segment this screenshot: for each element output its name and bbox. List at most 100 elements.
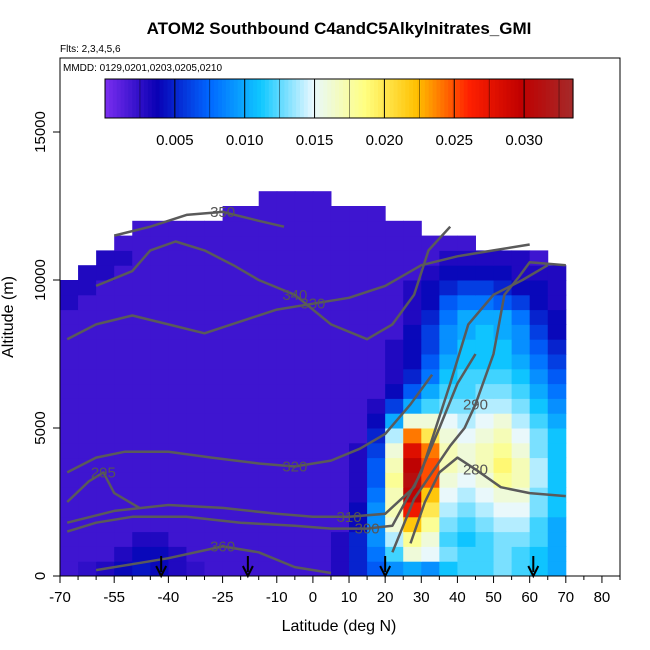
heatmap-cell	[385, 354, 404, 370]
heatmap-cell	[132, 265, 151, 281]
heatmap-cell	[421, 339, 440, 355]
heatmap-cell	[168, 457, 187, 473]
heatmap-cell	[132, 428, 151, 444]
heatmap-cell	[330, 457, 350, 473]
heatmap-cell	[204, 309, 224, 325]
heatmap-cell	[547, 546, 567, 562]
heatmap-cell	[222, 265, 242, 281]
heatmap-cell	[330, 546, 350, 562]
heatmap-cell	[222, 280, 242, 296]
heatmap-cell	[150, 561, 169, 577]
heatmap-cell	[240, 487, 260, 503]
heatmap-cell	[475, 428, 495, 444]
heatmap-cell	[78, 413, 97, 429]
heatmap-cell	[132, 235, 151, 251]
heatmap-cell	[511, 457, 531, 473]
heatmap-cell	[276, 368, 296, 385]
colorbar-segment	[159, 79, 165, 118]
heatmap-cell	[168, 487, 187, 503]
colorbar-segment	[303, 79, 309, 118]
heatmap-cell	[493, 502, 513, 518]
heatmap-cell	[511, 354, 531, 370]
colorbar-segment	[128, 79, 133, 118]
colorbar-segment	[311, 79, 317, 118]
colorbar-segment	[561, 79, 566, 118]
heatmap-cell	[529, 457, 549, 473]
heatmap-cell	[493, 561, 513, 577]
heatmap-cell	[385, 294, 404, 311]
colorbar-segment	[222, 79, 227, 118]
heatmap-cell	[240, 368, 260, 385]
heatmap-cell	[439, 531, 458, 547]
heatmap-cell	[312, 324, 332, 340]
heatmap-cell	[475, 413, 495, 429]
heatmap-cell	[114, 531, 133, 547]
heatmap-cell	[330, 368, 350, 385]
heatmap-cell	[240, 442, 260, 459]
heatmap-cell	[222, 472, 242, 488]
heatmap-cell	[258, 502, 278, 518]
colorbar-segment	[424, 79, 430, 118]
heatmap-cell	[204, 428, 224, 444]
heatmap-cell	[186, 368, 206, 385]
heatmap-cell	[493, 383, 513, 399]
heatmap-cell	[475, 250, 495, 266]
heatmap-cell	[457, 280, 476, 296]
heatmap-cell	[547, 368, 567, 385]
heatmap-cell	[60, 531, 79, 547]
colorbar-segment	[241, 79, 246, 118]
heatmap-cell	[222, 413, 242, 429]
heatmap-cell	[168, 398, 187, 414]
colorbar-segment	[292, 79, 297, 118]
heatmap-cell	[132, 354, 151, 370]
heatmap-cell	[258, 442, 278, 459]
heatmap-cell	[150, 324, 169, 340]
heatmap-cell	[421, 294, 440, 311]
heatmap-cell	[294, 339, 314, 355]
y-tick-label: 15000	[32, 111, 49, 153]
heatmap-cell	[78, 398, 97, 414]
colorbar-segment	[124, 79, 129, 118]
heatmap-cell	[367, 428, 386, 444]
heatmap-cell	[385, 339, 404, 355]
heatmap-cell	[511, 413, 531, 429]
heatmap-cell	[258, 561, 278, 577]
heatmap-cell	[78, 428, 97, 444]
heatmap-cell	[258, 398, 278, 414]
colorbar-segment	[354, 79, 360, 118]
colorbar-segment	[401, 79, 406, 118]
heatmap-cell	[349, 206, 368, 222]
colorbar-segment	[518, 79, 523, 118]
contour-label: 310	[337, 509, 362, 526]
colorbar: 0.005 0.010 0.015 0.020 0.025 0.030	[104, 78, 574, 149]
colorbar-segment	[479, 79, 484, 118]
x-tick-label: -40	[158, 589, 180, 606]
x-tick-label: 80	[594, 589, 611, 606]
heatmap-cell	[547, 531, 567, 547]
x-tick-label: -55	[103, 589, 125, 606]
heatmap-cell	[385, 561, 404, 577]
heatmap-cell	[312, 354, 332, 370]
heatmap-cell	[349, 413, 368, 429]
colorbar-segment	[272, 79, 278, 118]
heatmap-cell	[403, 309, 422, 325]
colorbar-segment	[405, 79, 410, 118]
heatmap-cell	[475, 265, 495, 281]
heatmap-cell	[240, 354, 260, 370]
heatmap-cell	[276, 324, 296, 340]
heatmap-cell	[547, 413, 567, 429]
heatmap-cell	[78, 368, 97, 385]
heatmap-cell	[493, 457, 513, 473]
heatmap-cell	[457, 398, 476, 414]
heatmap-cell	[132, 324, 151, 340]
heatmap-cell	[457, 487, 476, 503]
colorbar-segment	[350, 79, 356, 118]
heatmap-cell	[403, 368, 422, 385]
heatmap-cell	[421, 546, 440, 562]
heatmap-cell	[60, 294, 79, 311]
colorbar-segment	[342, 79, 348, 118]
heatmap-cell	[204, 339, 224, 355]
heatmap-cell	[222, 398, 242, 414]
heatmap-cell	[78, 383, 97, 399]
heatmap-cell	[439, 516, 458, 533]
